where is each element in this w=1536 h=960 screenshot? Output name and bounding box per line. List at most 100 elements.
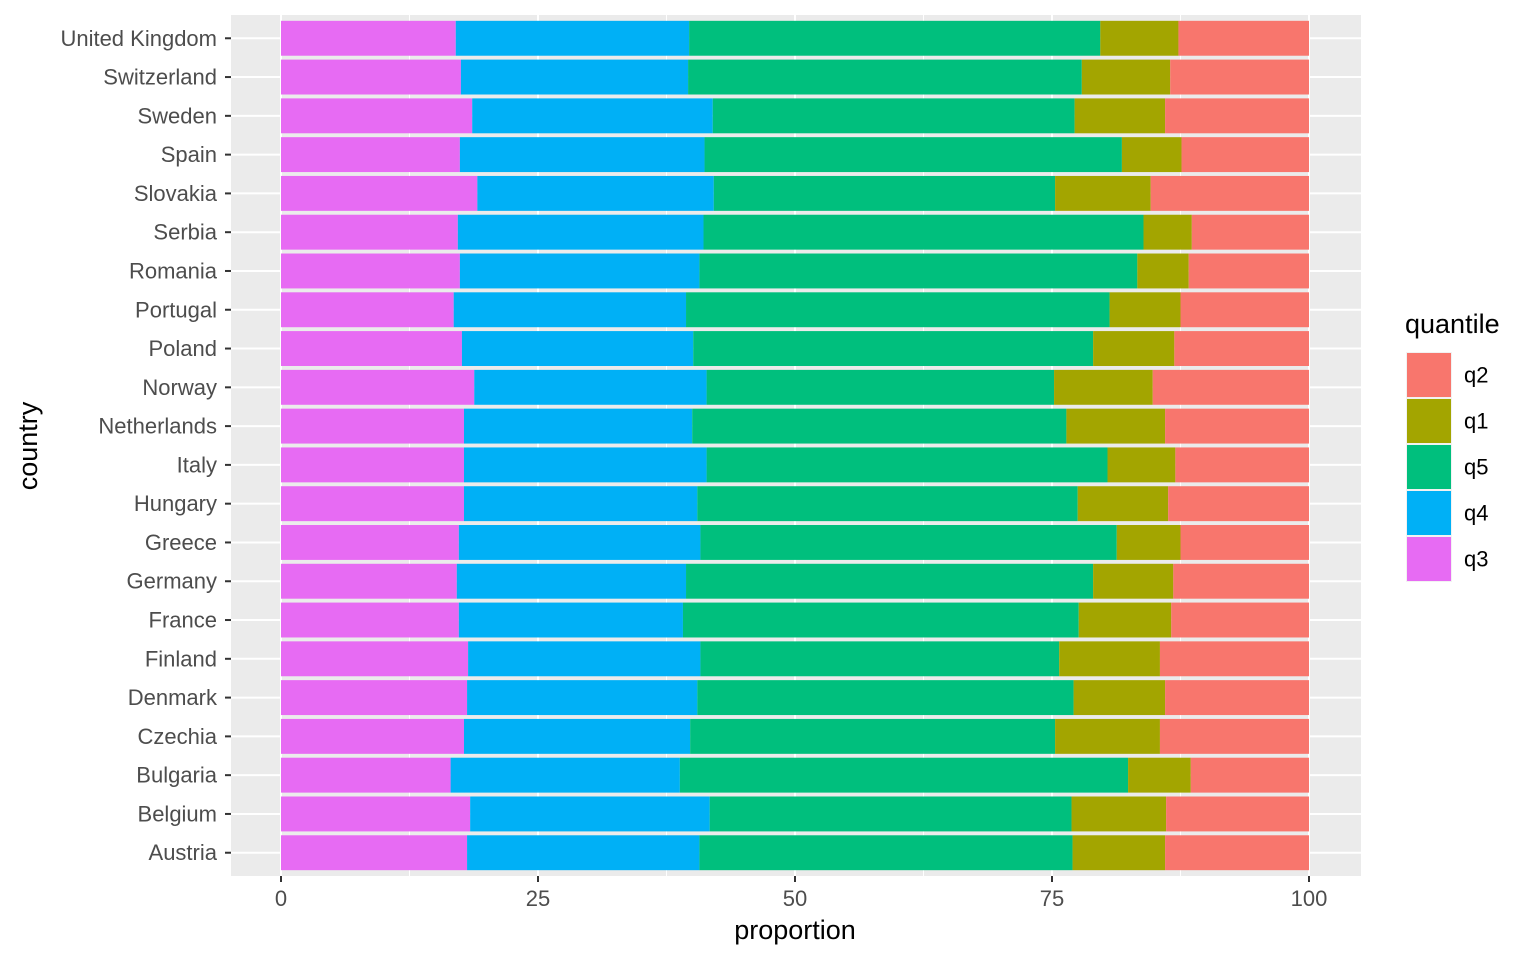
- bar-segment-portugal-q1: [1109, 292, 1181, 328]
- bar-segment-greece-q3: [281, 525, 459, 560]
- y-tick-label: Italy: [177, 452, 217, 477]
- bar-segment-portugal-q2: [1180, 292, 1309, 328]
- y-tick-label: Norway: [142, 375, 217, 400]
- bar-segment-poland-q2: [1174, 331, 1309, 366]
- y-tick-label: Sweden: [137, 103, 217, 128]
- x-tick-label: 100: [1291, 886, 1328, 911]
- bar-segment-finland-q5: [700, 641, 1060, 677]
- bar-segment-switzerland-q2: [1170, 59, 1309, 95]
- bar-segment-austria-q2: [1165, 835, 1309, 871]
- x-axis-title: proportion: [734, 915, 856, 945]
- bar-segment-finland-q1: [1059, 641, 1160, 677]
- bar-segment-portugal-q5: [686, 292, 1110, 328]
- bar-segment-switzerland-q3: [281, 59, 461, 95]
- y-axis-title: country: [13, 401, 43, 490]
- bar-segment-greece-q1: [1116, 525, 1181, 560]
- bar-segment-germany-q5: [686, 563, 1094, 599]
- y-tick-label: Slovakia: [134, 181, 218, 206]
- y-tick-label: Bulgaria: [136, 763, 217, 788]
- y-tick-label: United Kingdom: [60, 26, 217, 51]
- legend-key-q3: [1407, 537, 1451, 581]
- y-tick-label: Finland: [145, 646, 217, 671]
- legend-label-q2: q2: [1464, 363, 1488, 388]
- legend-title: quantile: [1405, 309, 1500, 339]
- y-tick-label: Denmark: [128, 685, 218, 710]
- bar-segment-denmark-q2: [1165, 680, 1309, 716]
- legend-label-q5: q5: [1464, 455, 1488, 480]
- bar-segment-spain-q2: [1181, 137, 1309, 173]
- bar-segment-romania-q3: [281, 253, 460, 289]
- bar-segment-germany-q2: [1173, 563, 1309, 599]
- bar-segment-belgium-q3: [281, 796, 471, 832]
- bar-segment-austria-q1: [1072, 835, 1166, 871]
- bar-segment-romania-q1: [1137, 253, 1189, 289]
- bar-segment-bulgaria-q2: [1190, 757, 1309, 793]
- bar-segment-italy-q2: [1175, 447, 1309, 483]
- bar-segment-hungary-q2: [1168, 486, 1309, 522]
- legend-label-q3: q3: [1464, 547, 1488, 572]
- x-tick-label: 25: [526, 886, 550, 911]
- bar-segment-finland-q4: [468, 641, 701, 677]
- bar-segment-belgium-q2: [1166, 796, 1309, 832]
- bar-segment-bulgaria-q1: [1128, 757, 1191, 793]
- y-tick-label: Netherlands: [98, 414, 217, 439]
- x-axis: 0 25 50 75 100: [275, 876, 1327, 911]
- y-tick-label: Austria: [149, 840, 218, 865]
- bar-segment-belgium-q1: [1071, 796, 1167, 832]
- x-tick-label: 0: [275, 886, 287, 911]
- bar-segment-sweden-q4: [472, 98, 713, 134]
- bar-segment-finland-q3: [281, 641, 469, 677]
- bar-segment-poland-q4: [461, 331, 694, 366]
- bar-segment-portugal-q3: [281, 292, 454, 328]
- bar-segment-switzerland-q5: [688, 59, 1082, 95]
- bar-segment-slovakia-q1: [1055, 175, 1151, 211]
- bar-segment-portugal-q4: [453, 292, 687, 328]
- bar-segment-netherlands-q1: [1066, 408, 1166, 444]
- bar-segment-france-q2: [1171, 602, 1309, 638]
- bar-segment-hungary-q4: [463, 486, 698, 522]
- bar-segment-slovakia-q3: [281, 175, 478, 211]
- bar-segment-germany-q3: [281, 563, 457, 599]
- bar-segment-austria-q5: [699, 835, 1073, 871]
- bar-segment-belgium-q4: [470, 796, 710, 832]
- legend: quantile q2 q1 q5 q4 q3: [1405, 309, 1500, 582]
- bar-segment-serbia-q2: [1191, 214, 1309, 250]
- bar-segment-greece-q2: [1180, 525, 1309, 560]
- legend-key-q5: [1407, 445, 1451, 489]
- bar-segment-italy-q4: [463, 447, 707, 483]
- bar-segment-germany-q4: [456, 563, 687, 599]
- bar-segment-belgium-q5: [709, 796, 1072, 832]
- bar-segment-greece-q4: [458, 525, 701, 560]
- bar-segment-czechia-q1: [1055, 718, 1160, 754]
- bar-segment-norway-q5: [706, 369, 1055, 405]
- bar-segment-united-kingdom-q3: [281, 20, 456, 56]
- bar-segment-denmark-q1: [1073, 680, 1166, 716]
- bar-segment-switzerland-q1: [1081, 59, 1171, 95]
- bar-segment-netherlands-q4: [463, 408, 693, 444]
- y-tick-label: France: [149, 608, 217, 633]
- bar-segment-romania-q5: [699, 253, 1138, 289]
- bar-segment-sweden-q1: [1074, 98, 1166, 134]
- bar-segment-serbia-q3: [281, 214, 458, 250]
- bar-segment-poland-q1: [1093, 331, 1175, 366]
- bar-segment-france-q5: [682, 602, 1079, 638]
- bar-segment-czechia-q5: [690, 718, 1056, 754]
- bar-segment-spain-q1: [1121, 137, 1182, 173]
- x-tick-label: 50: [783, 886, 807, 911]
- legend-label-q1: q1: [1464, 409, 1488, 434]
- bar-segment-spain-q3: [281, 137, 460, 173]
- bar-segment-italy-q1: [1107, 447, 1176, 483]
- x-tick-label: 75: [1040, 886, 1064, 911]
- legend-key-q2: [1407, 353, 1451, 397]
- bar-segment-switzerland-q4: [460, 59, 689, 95]
- bar-segment-hungary-q1: [1077, 486, 1169, 522]
- bar-segment-czechia-q2: [1159, 718, 1309, 754]
- bar-segment-denmark-q5: [697, 680, 1074, 716]
- legend-key-q4: [1407, 491, 1451, 535]
- bar-segment-germany-q1: [1093, 563, 1174, 599]
- y-tick-label: Greece: [145, 530, 217, 555]
- bar-segment-united-kingdom-q1: [1100, 20, 1179, 56]
- bar-segment-netherlands-q2: [1165, 408, 1309, 444]
- bar-segment-denmark-q4: [467, 680, 698, 716]
